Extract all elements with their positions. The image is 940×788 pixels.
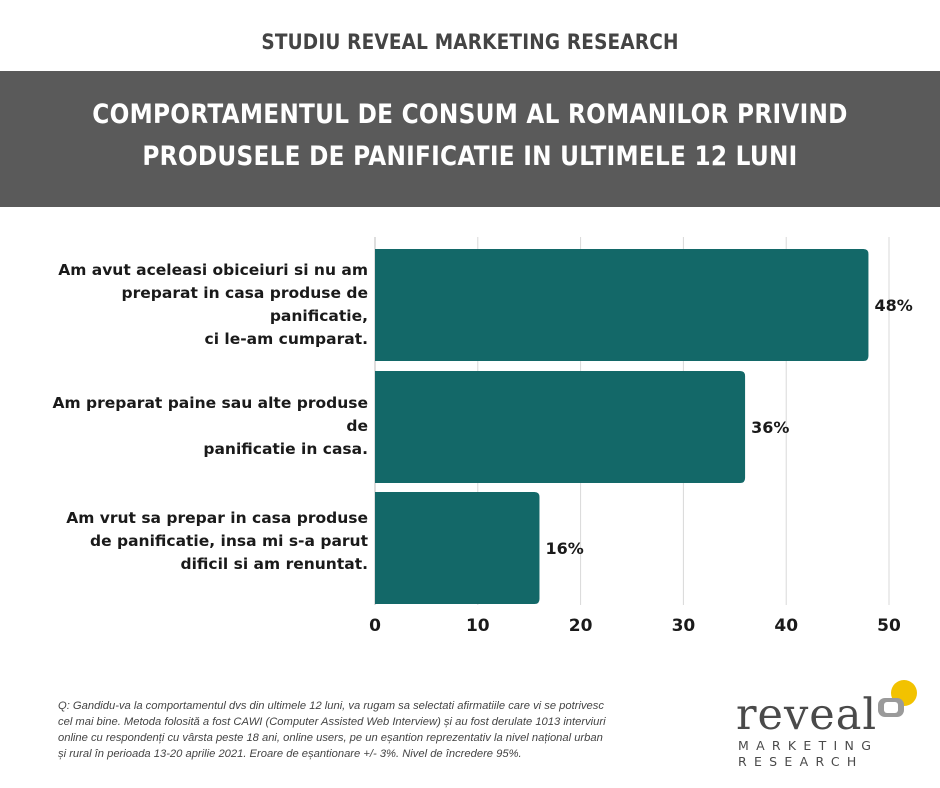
- banner-title-line-1: COMPORTAMENTUL DE CONSUM AL ROMANILOR PR…: [92, 99, 848, 130]
- category-label-3-line-2: de panificatie, insa mi s-a parut: [89, 532, 368, 550]
- top-title: STUDIU REVEAL MARKETING RESEARCH: [261, 30, 679, 54]
- x-tick-label-10: 10: [466, 616, 490, 636]
- reveal-logo: reveal MARKETING RESEARCH: [736, 678, 926, 773]
- category-label-3-line-1: Am vrut sa prepar in casa produse: [66, 509, 368, 527]
- category-label-2-line-1: Am preparat paine sau alte produse de: [52, 394, 368, 435]
- category-label-1-line-3: ci le-am cumparat.: [204, 330, 369, 348]
- footnote-line-3: online cu respondenți cu vârsta peste 18…: [58, 732, 603, 744]
- category-label-1-line-1: Am avut aceleasi obiceiuri si nu am: [58, 261, 368, 279]
- bar-1: [375, 249, 869, 361]
- x-tick-label-30: 30: [672, 616, 696, 636]
- bar-2: [375, 371, 746, 483]
- logo-mark-icon: [878, 680, 917, 717]
- logo-word: reveal: [736, 690, 878, 740]
- x-tick-label-20: 20: [569, 616, 593, 636]
- x-tick-label-50: 50: [877, 616, 901, 636]
- footnote-line-4: și rural în perioada 13-20 aprilie 2021.…: [58, 748, 522, 760]
- bar-value-label-3: 16%: [545, 539, 583, 558]
- bar-value-label-2: 36%: [751, 418, 789, 437]
- category-label-2: Am preparat paine sau alte produse de pa…: [28, 392, 368, 461]
- category-label-1-line-2: preparat in casa produse de panificatie,: [121, 284, 368, 325]
- category-label-3-line-3: dificil si am renuntat.: [180, 555, 368, 573]
- category-label-3: Am vrut sa prepar in casa produse de pan…: [28, 507, 368, 576]
- banner-title-line-2: PRODUSELE DE PANIFICATIE IN ULTIMELE 12 …: [142, 141, 798, 172]
- x-tick-label-40: 40: [774, 616, 798, 636]
- bar-3: [375, 492, 540, 604]
- footnote-line-2: cel mai bine. Metoda folosită a fost CAW…: [58, 716, 606, 728]
- logo-subtitle-line-2: RESEARCH: [738, 754, 864, 769]
- category-label-1: Am avut aceleasi obiceiuri si nu am prep…: [28, 259, 368, 351]
- logo-subtitle-line-1: MARKETING: [738, 738, 879, 753]
- footnote-line-1: Q: Gandidu-va la comportamentul dvs din …: [58, 700, 604, 712]
- x-tick-label-0: 0: [369, 616, 381, 636]
- title-banner: COMPORTAMENTUL DE CONSUM AL ROMANILOR PR…: [0, 71, 940, 207]
- category-label-2-line-2: panificatie in casa.: [203, 440, 368, 458]
- bar-value-label-1: 48%: [874, 296, 912, 315]
- footnote: Q: Gandidu-va la comportamentul dvs din …: [58, 698, 658, 762]
